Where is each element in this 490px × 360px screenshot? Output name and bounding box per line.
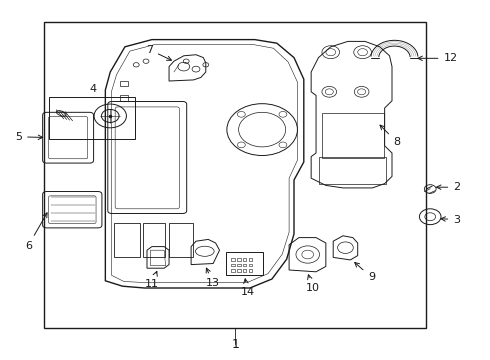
Text: 6: 6 [25,213,47,251]
Text: 1: 1 [231,338,239,351]
Text: 3: 3 [441,215,460,225]
Text: 14: 14 [241,279,254,297]
Text: 2: 2 [437,182,461,192]
Text: 9: 9 [355,262,375,282]
Text: 10: 10 [306,275,319,293]
Text: 13: 13 [206,268,220,288]
Text: 5: 5 [15,132,43,142]
Text: 4: 4 [90,84,97,94]
Text: 11: 11 [145,271,159,289]
Text: 7: 7 [146,45,171,60]
Text: 8: 8 [380,125,400,147]
Text: 12: 12 [418,53,458,63]
